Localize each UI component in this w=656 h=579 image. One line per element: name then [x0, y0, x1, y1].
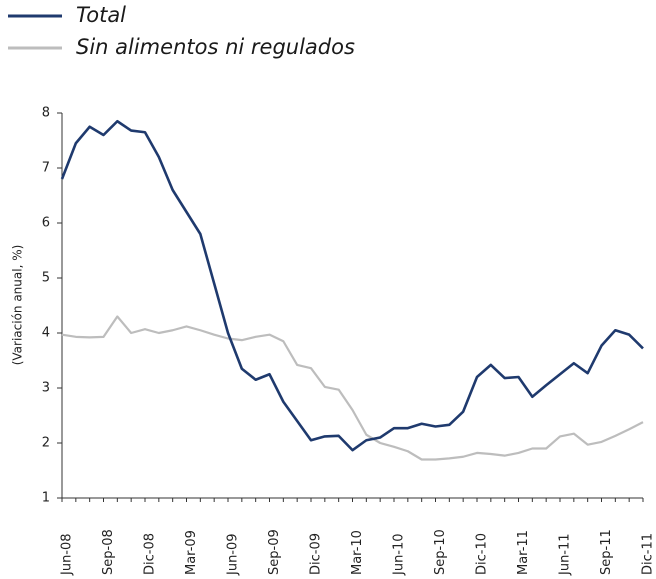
y-tick-label: 4 [42, 326, 50, 341]
line-series [61, 315, 644, 461]
x-tick-label: Dic-08 [143, 533, 158, 575]
line-series [60, 119, 644, 452]
x-tick-label: Dic-11 [641, 533, 656, 575]
x-tick-label: Mar-09 [184, 530, 199, 575]
x-tick-label: Jun-08 [60, 533, 75, 576]
y-tick-label: 2 [42, 436, 50, 451]
x-tick-label: Sep-10 [433, 529, 448, 575]
y-tick-label: 5 [42, 271, 50, 286]
legend-label: Sin alimentos ni regulados [76, 35, 355, 59]
y-axis-label: (Variación anual, %) [11, 245, 25, 366]
y-tick-label: 7 [42, 161, 50, 176]
y-tick-label: 3 [42, 381, 50, 396]
x-tick-label: Dic-09 [309, 533, 324, 575]
x-tick-label: Sep-11 [599, 529, 614, 575]
y-tick-label: 1 [42, 491, 50, 506]
x-tick-label: Sep-09 [267, 529, 282, 575]
x-tick-label: Sep-08 [101, 529, 116, 575]
x-tick-label: Jun-10 [392, 533, 407, 576]
x-tick-label: Dic-10 [475, 533, 490, 575]
x-tick-label: Mar-11 [516, 530, 531, 575]
y-tick-label: 6 [42, 216, 50, 231]
legend-label: Total [76, 3, 126, 27]
x-tick-label: Jun-09 [226, 533, 241, 576]
y-tick-label: 8 [42, 106, 50, 121]
x-tick-label: Jun-11 [558, 533, 573, 576]
x-tick-label: Mar-10 [350, 530, 365, 575]
